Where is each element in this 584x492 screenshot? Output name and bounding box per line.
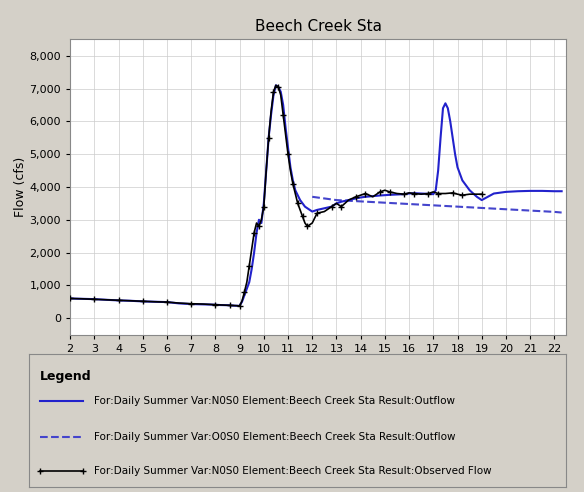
- Text: For:Daily Summer Var:N0S0 Element:Beech Creek Sta Result:Outflow: For:Daily Summer Var:N0S0 Element:Beech …: [93, 396, 455, 406]
- Y-axis label: Flow (cfs): Flow (cfs): [13, 157, 27, 217]
- Text: For:Daily Summer Var:N0S0 Element:Beech Creek Sta Result:Observed Flow: For:Daily Summer Var:N0S0 Element:Beech …: [93, 466, 491, 476]
- Text: For:Daily Summer Var:O0S0 Element:Beech Creek Sta Result:Outflow: For:Daily Summer Var:O0S0 Element:Beech …: [93, 431, 455, 442]
- X-axis label: Sep2018: Sep2018: [291, 356, 346, 369]
- Title: Beech Creek Sta: Beech Creek Sta: [255, 19, 382, 34]
- Text: Legend: Legend: [40, 370, 92, 383]
